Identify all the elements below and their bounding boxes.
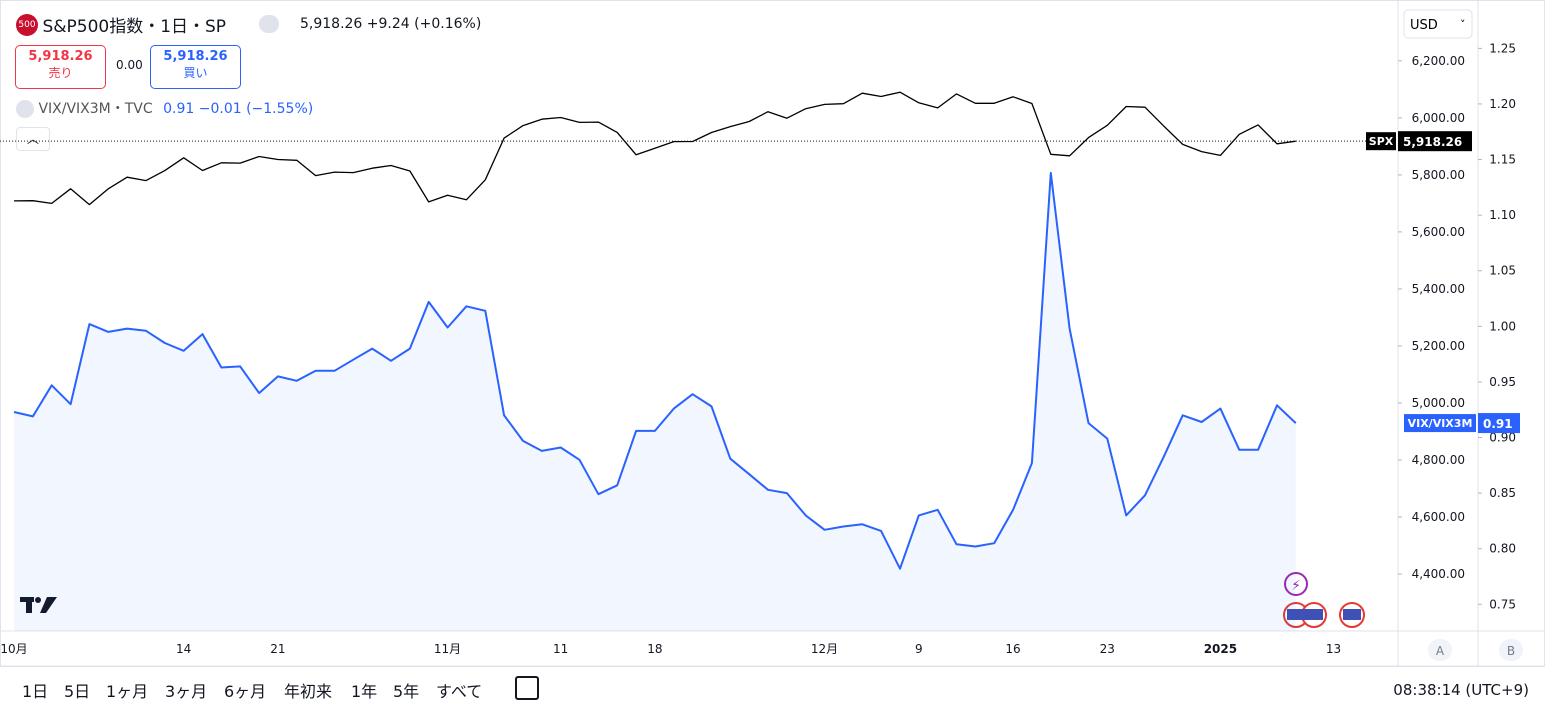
symbol-row: 500 S&P500指数・1日・SP	[16, 12, 226, 37]
range-button[interactable]: 6ヶ月	[224, 682, 267, 701]
collapse-button[interactable]: ︿	[16, 127, 50, 151]
price-tag	[1478, 413, 1520, 434]
scale-button-label[interactable]: A	[1436, 644, 1445, 658]
y-tick-label: 1.10	[1489, 208, 1516, 222]
x-tick-label: 11	[553, 642, 568, 656]
currency[interactable]: USD	[1410, 18, 1438, 33]
study-row: VIX/VIX3M・TVC 0.91 −0.01 (−1.55%)	[16, 98, 313, 118]
x-tick-label: 11月	[434, 642, 461, 656]
y-tick-label: 0.85	[1489, 486, 1516, 500]
price-tag-label: 5,918.26	[1403, 135, 1462, 149]
y-tick-label: 5,200.00	[1412, 339, 1465, 353]
y-tick-label: 0.80	[1489, 542, 1516, 556]
x-tick-label: 12月	[811, 642, 838, 656]
y-tick-label: 5,400.00	[1412, 282, 1465, 296]
clock: 08:38:14 (UTC+9)	[1393, 681, 1529, 699]
range-button[interactable]: 年初来	[284, 682, 333, 701]
buy-price[interactable]: 5,918.26	[163, 49, 228, 64]
scale-button-label[interactable]: B	[1507, 644, 1515, 658]
y-tick-label: 6,000.00	[1412, 111, 1465, 125]
x-tick-label: 2025	[1204, 642, 1237, 656]
spread: 0.00	[116, 58, 143, 72]
x-tick-label: 21	[270, 642, 285, 656]
last-price: 5,918.26	[300, 16, 363, 32]
study-change: −0.01 (−1.55%)	[198, 101, 314, 117]
x-tick-label: 13	[1326, 642, 1341, 656]
series-line	[13, 91, 1296, 206]
date-range-button[interactable]	[515, 676, 539, 700]
price-tag	[1398, 131, 1472, 152]
y-tick-label: 1.00	[1489, 319, 1516, 333]
range-button[interactable]: すべて	[436, 682, 483, 701]
flag	[1287, 609, 1305, 620]
x-tick-label: 14	[176, 642, 191, 656]
y-tick-label: 5,800.00	[1412, 168, 1465, 182]
x-tick-label: 9	[915, 642, 923, 656]
y-tick-label: 4,400.00	[1412, 567, 1465, 581]
x-tick-label: 18	[647, 642, 662, 656]
series-line	[13, 171, 1297, 570]
y-tick-label: 0.95	[1489, 375, 1516, 389]
sell-price[interactable]: 5,918.26	[28, 49, 93, 64]
chevron: ˅	[1460, 18, 1466, 31]
y-tick-label: 0.75	[1489, 597, 1516, 611]
event-icon[interactable]	[1284, 572, 1308, 596]
last-quote: 5,918.26 +9.24 (+0.16%)	[300, 16, 481, 32]
price-tag-label: 0.91	[1483, 417, 1513, 431]
y-tick-label: 0.90	[1489, 431, 1516, 445]
status-dot	[259, 15, 279, 33]
x-tick-label: 16	[1005, 642, 1020, 656]
study-logo	[16, 100, 34, 118]
y-tick-label: 5,000.00	[1412, 396, 1465, 410]
sell-button[interactable]: 5,918.26 売り	[15, 45, 106, 89]
range-button[interactable]: 1年	[351, 682, 378, 701]
series-tag	[1404, 414, 1476, 433]
buy-button[interactable]: 5,918.26 買い	[150, 45, 241, 89]
range-button[interactable]: 1日	[22, 682, 49, 701]
event-icon-glyph: ⚡	[1291, 578, 1301, 594]
symbol[interactable]: S&P500指数・1日・SP	[42, 17, 227, 37]
flag	[1305, 609, 1323, 620]
y-tick-label: 4,800.00	[1412, 453, 1465, 467]
scale-button[interactable]	[1499, 639, 1523, 661]
y-tick-label: 1.20	[1489, 97, 1516, 111]
last-change: +9.24 (+0.16%)	[366, 16, 482, 32]
y-tick-label: 4,600.00	[1412, 510, 1465, 524]
series-tag	[1366, 132, 1396, 151]
y-tick-label: 5,600.00	[1412, 225, 1465, 239]
scale-button[interactable]	[1428, 639, 1452, 661]
series-tag-label: VIX/VIX3M	[1408, 417, 1473, 430]
study-name[interactable]: VIX/VIX3M・TVC	[38, 101, 153, 117]
y-tick-label: 1.15	[1489, 153, 1516, 167]
y-tick-label: 1.05	[1489, 264, 1516, 278]
tv-logo	[20, 597, 57, 613]
area	[14, 172, 1296, 631]
range-button[interactable]: 5年	[393, 682, 420, 701]
symbol-logo: 500	[16, 13, 38, 36]
series-tag-label: SPX	[1369, 135, 1394, 148]
buy-label[interactable]: 買い	[183, 66, 208, 80]
y-tick-label: 1.25	[1489, 41, 1516, 55]
currency-select[interactable]	[1403, 9, 1473, 39]
range-button[interactable]: 1ヶ月	[106, 682, 149, 701]
flag	[1343, 609, 1361, 620]
range-button[interactable]: 5日	[64, 682, 91, 701]
y-tick-label: 6,200.00	[1412, 54, 1465, 68]
range-button[interactable]: 3ヶ月	[165, 682, 208, 701]
x-tick-label: 23	[1100, 642, 1115, 656]
x-tick-label: 10月	[0, 642, 27, 656]
study-value: 0.91	[163, 101, 195, 117]
sell-label[interactable]: 売り	[48, 66, 73, 80]
